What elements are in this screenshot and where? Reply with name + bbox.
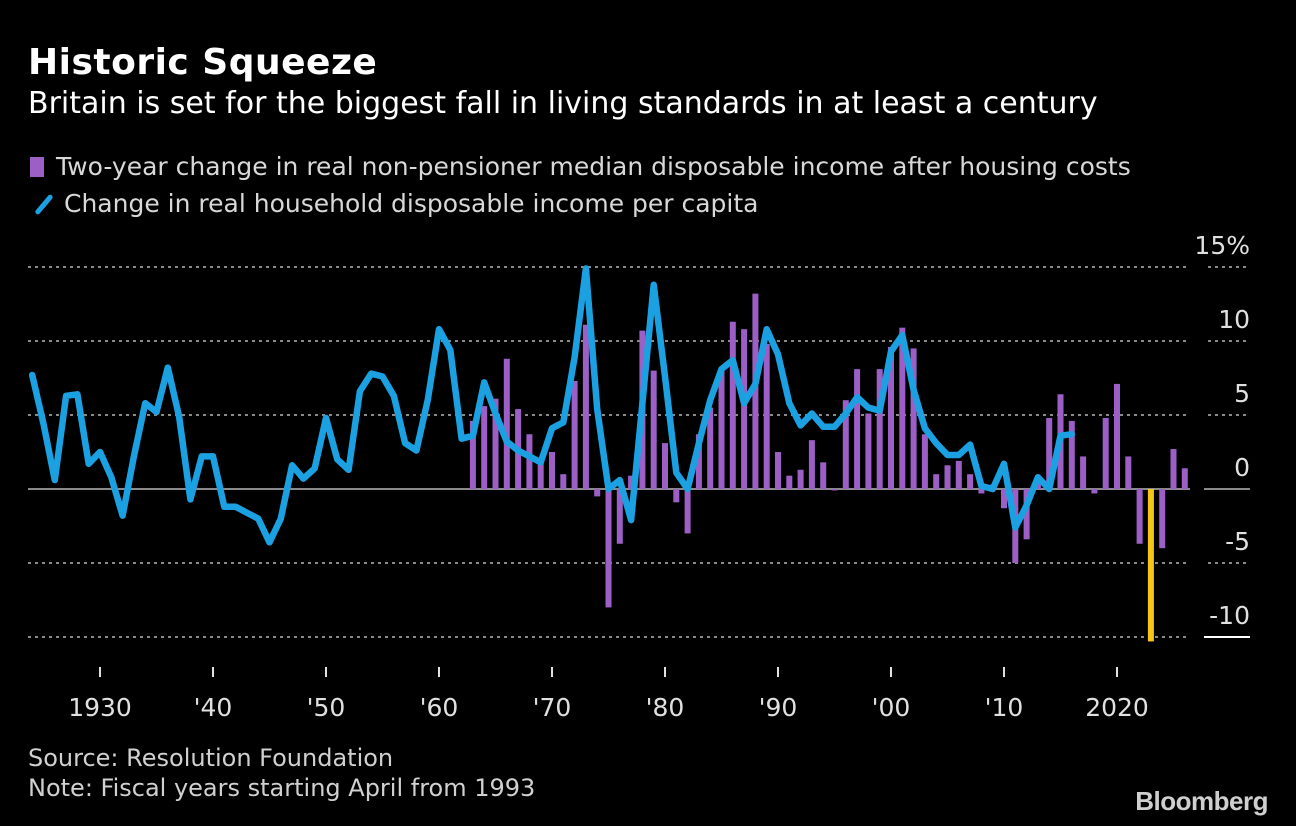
bar [899,327,906,489]
bar [684,489,691,534]
bar [1068,420,1075,489]
bar [820,462,827,489]
bar [910,348,917,489]
source-note: Source: Resolution Foundation [28,744,394,772]
bar [1046,417,1053,489]
bar [628,475,635,489]
bar [707,407,714,489]
bar [1159,489,1166,549]
bar [741,329,748,489]
bar [955,460,962,489]
bar [616,489,623,544]
bar [650,370,657,489]
bar [876,369,883,489]
bar [1170,449,1177,489]
x-tick-label: '60 [420,693,459,722]
bar [1001,489,1007,509]
bar [526,434,533,489]
x-tick-label: '70 [533,693,572,722]
bar [1136,489,1143,544]
bar [718,370,725,489]
y-tick-label: 0 [1234,453,1250,482]
bar [662,443,668,489]
bar [921,434,928,489]
bar [1080,456,1087,489]
bar [1091,489,1098,494]
bar [842,400,849,489]
bar [582,324,589,489]
bar [1102,417,1109,489]
y-tick-label: 15% [1194,231,1250,260]
bar [933,474,940,489]
x-tick-label: '50 [307,693,346,722]
y-tick-label: 5 [1234,379,1250,408]
bar [549,452,555,489]
bar [978,489,985,494]
x-tick-label: 2020 [1085,693,1149,722]
bar [492,398,499,489]
bar [1125,456,1132,489]
bar [537,459,544,489]
bar [605,489,612,608]
bar [797,469,804,489]
bar [888,346,894,489]
y-tick-label: 10 [1218,305,1250,334]
y-tick-label: -10 [1209,601,1250,630]
bar [944,465,951,489]
bar [786,475,793,489]
chart-subtitle: Britain is set for the biggest fall in l… [28,86,1098,121]
legend-item-line: Change in real household disposable inco… [30,189,759,218]
bar [1023,489,1030,540]
bar [594,489,601,497]
bar [560,474,567,489]
footnote: Note: Fiscal years starting April from 1… [28,774,536,802]
legend-bar-swatch-icon [30,156,44,177]
bar [854,369,861,489]
bar [752,293,759,489]
bar [695,434,702,489]
x-tick-label: '90 [759,693,798,722]
bloomberg-logo: Bloomberg [1135,786,1268,816]
legend-item-bars: Two-year change in real non-pensioner me… [30,152,1131,181]
bar [1114,383,1120,489]
bar [831,489,838,491]
legend-label-bars: Two-year change in real non-pensioner me… [56,152,1131,181]
x-tick-label: '80 [646,693,685,722]
bar [729,321,736,489]
bar [673,489,680,503]
bar [469,420,476,489]
y-tick-label: -5 [1225,527,1250,556]
bar [763,343,770,489]
bar [571,380,578,489]
bar [481,406,488,489]
chart-title: Historic Squeeze [28,42,378,83]
x-tick-label: 1930 [68,693,132,722]
bar [865,413,872,489]
highlight-bar [1147,489,1154,642]
legend-label-line: Change in real household disposable inco… [64,189,759,218]
x-tick-label: '40 [194,693,233,722]
income-line [28,265,1076,546]
bar [775,452,781,489]
x-tick-label: '10 [985,693,1024,722]
bar [1181,468,1188,489]
bar [503,358,510,489]
bar [967,474,974,489]
x-tick-label: '00 [872,693,911,722]
bar [808,440,815,489]
